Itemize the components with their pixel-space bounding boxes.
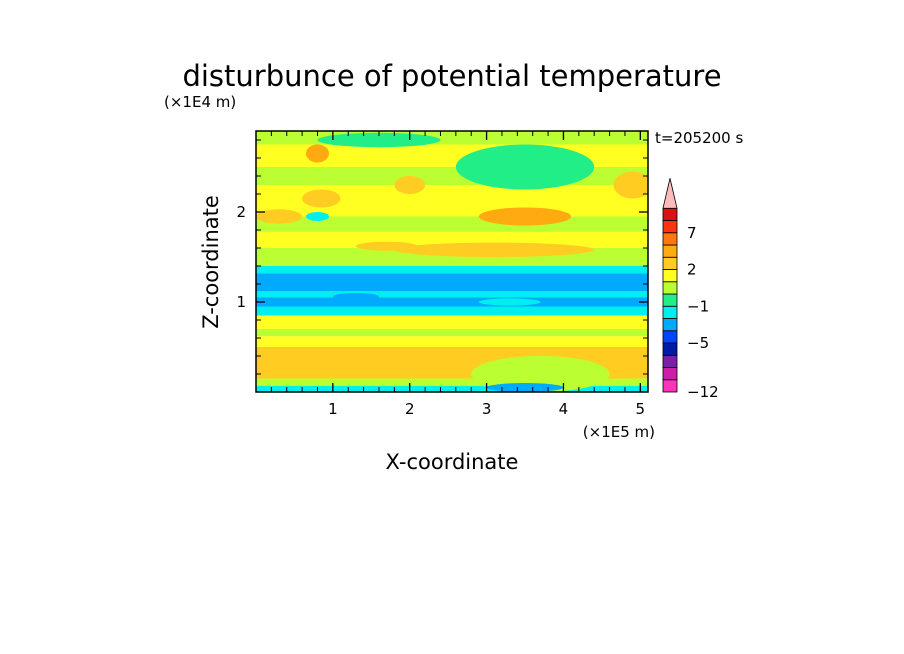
- colorbar-swatch: [662, 281, 678, 295]
- x-tick-label: 5: [636, 400, 646, 418]
- field-feature: [305, 212, 330, 221]
- colorbar-swatch: [662, 220, 678, 234]
- field-band: [256, 336, 648, 347]
- y-axis-label: Z-coordinate: [199, 195, 223, 329]
- colorbar-label: 7: [687, 224, 697, 242]
- y-tick-label: 2: [236, 203, 246, 221]
- field-feature: [305, 144, 330, 163]
- colorbar-extend: [662, 178, 678, 209]
- chart-title: disturbunce of potential temperature: [182, 59, 721, 93]
- field-feature: [613, 171, 648, 199]
- field-band: [256, 266, 648, 274]
- field-feature: [256, 354, 418, 376]
- colorbar-swatch: [662, 367, 678, 381]
- colorbar-swatch: [662, 293, 678, 307]
- field-feature: [394, 242, 595, 257]
- colorbar-swatch: [662, 256, 678, 270]
- plot-area: [255, 130, 649, 393]
- colorbar-swatch: [662, 305, 678, 319]
- x-tick-label: 2: [405, 400, 415, 418]
- field-band: [256, 291, 648, 298]
- colorbar-label: −5: [687, 334, 709, 352]
- time-label: t=205200 s: [655, 129, 743, 147]
- colorbar: −12−5−127: [662, 178, 719, 401]
- colorbar-label: −12: [687, 383, 719, 401]
- field-feature: [355, 241, 418, 251]
- x-tick-label: 1: [328, 400, 338, 418]
- y-tick-label: 1: [236, 293, 246, 311]
- field-feature: [256, 209, 303, 224]
- colorbar-swatch: [662, 354, 678, 368]
- colorbar-swatch: [662, 232, 678, 246]
- field-feature: [302, 189, 341, 208]
- field-feature: [332, 293, 379, 301]
- field-feature: [478, 298, 541, 306]
- field-feature: [486, 383, 564, 392]
- x-tick-label: 3: [482, 400, 492, 418]
- colorbar-swatch: [662, 342, 678, 356]
- field-feature: [455, 144, 595, 190]
- field-band: [256, 297, 648, 307]
- y-unit-label: (×1E4 m): [164, 93, 236, 111]
- colorbar-swatch: [662, 379, 678, 393]
- field-band: [256, 273, 648, 292]
- colorbar-swatch: [662, 207, 678, 221]
- field-band: [256, 329, 648, 337]
- x-axis-ticks: 1 2 3 4 5: [328, 131, 645, 418]
- colorbar-swatch: [662, 244, 678, 258]
- colorbar-swatch: [662, 318, 678, 332]
- colorbar-swatch: [662, 269, 678, 283]
- colorbar-swatch: [662, 330, 678, 344]
- colorbar-label: −1: [687, 297, 709, 315]
- field-feature: [471, 356, 610, 392]
- plot-frame: [255, 130, 649, 393]
- field-band: [256, 315, 648, 329]
- field-feature: [478, 207, 572, 226]
- colorbar-label: 2: [687, 261, 697, 279]
- y-axis-ticks: 12: [236, 203, 648, 311]
- x-axis-label: X-coordinate: [386, 450, 519, 474]
- field-band: [256, 131, 648, 145]
- x-unit-label: (×1E5 m): [583, 423, 655, 441]
- minor-ticks: [256, 131, 648, 392]
- field-band: [256, 306, 648, 316]
- field-feature: [394, 176, 426, 194]
- field-band: [256, 385, 648, 392]
- field-band: [256, 378, 648, 386]
- x-tick-label: 4: [559, 400, 569, 418]
